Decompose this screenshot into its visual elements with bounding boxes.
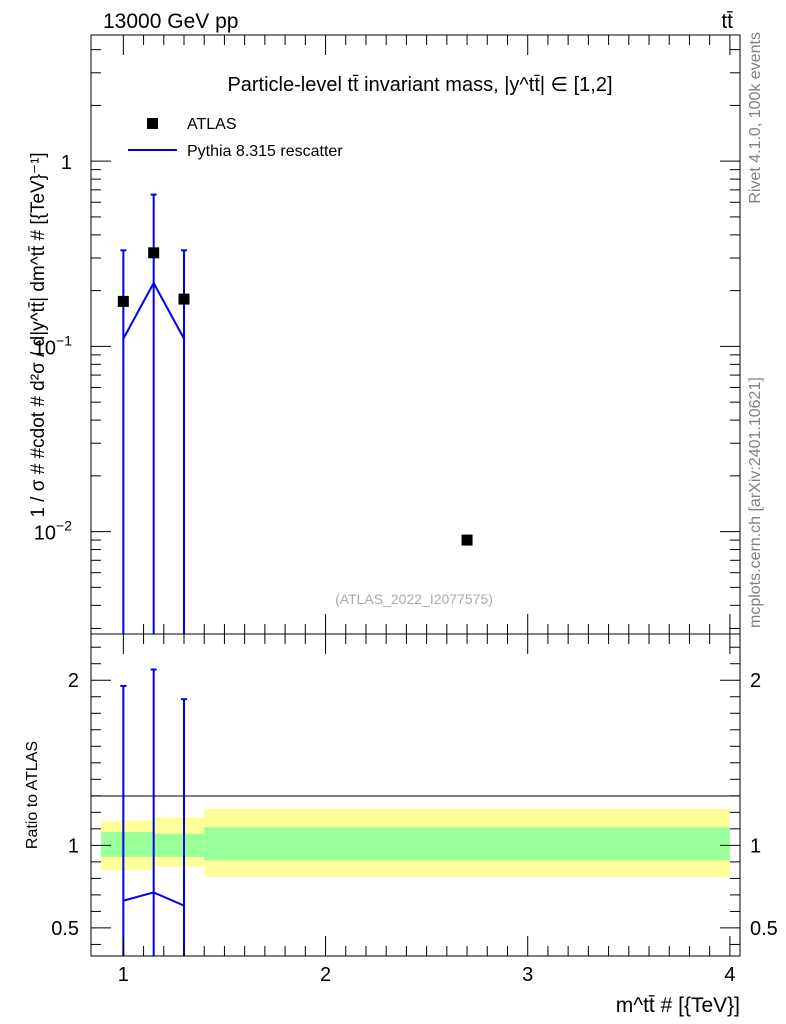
x-axis-label: m^tt̄ # [{TeV}] bbox=[616, 994, 740, 1017]
ratio-y-tick-label: 0.5 bbox=[51, 918, 79, 940]
x-tick-label: 1 bbox=[118, 964, 129, 986]
ratio-band-bin bbox=[204, 827, 730, 861]
main-y-tick-label: 10−1 bbox=[34, 332, 72, 359]
legend-atlas-label: ATLAS bbox=[187, 116, 237, 133]
main-y-tick-label: 10−2 bbox=[34, 518, 72, 545]
main-data-layer bbox=[117, 193, 473, 634]
header-energy-label: 13000 GeV pp bbox=[103, 10, 238, 33]
main-panel: Particle-level tt̄ invariant mass, |y^tt… bbox=[28, 34, 741, 635]
main-y-tick-label: 1 bbox=[61, 152, 72, 174]
ratio-y-tick-label-right: 2 bbox=[750, 670, 761, 692]
atlas-data-point bbox=[148, 247, 160, 259]
header-process-label: tt̄ bbox=[721, 10, 733, 33]
atlas-data-point bbox=[178, 293, 190, 305]
ratio-y-tick-label: 1 bbox=[68, 835, 79, 857]
ratio-uncertainty-bands bbox=[101, 809, 730, 877]
ratio-y-tick-label-right: 0.5 bbox=[750, 918, 778, 940]
legend-pythia-label: Pythia 8.315 rescatter bbox=[187, 143, 343, 160]
atlas-data-point bbox=[117, 295, 129, 307]
main-axis-ticks: 10−2 10−1 1 bbox=[34, 35, 740, 634]
ratio-data-layer bbox=[120, 668, 188, 956]
analysis-watermark: (ATLAS_2022_I2077575) bbox=[335, 591, 493, 607]
main-title: Particle-level tt̄ invariant mass, |y^tt… bbox=[227, 74, 612, 96]
x-tick-label: 2 bbox=[320, 964, 331, 986]
pythia-line bbox=[122, 280, 185, 340]
atlas-data-point bbox=[461, 534, 473, 546]
x-tick-label: 3 bbox=[522, 964, 533, 986]
ratio-y-tick-label: 2 bbox=[68, 670, 79, 692]
mcplots-source-label: mcplots.cern.ch [arXiv:2401.10621] bbox=[747, 377, 764, 628]
main-y-axis-label: 1 / σ # #cdot # d²σ / d|y^tt̄| dm^tt̄ # … bbox=[28, 152, 49, 517]
ratio-y-axis-label: Ratio to ATLAS bbox=[24, 741, 41, 849]
ratio-frame bbox=[90, 633, 741, 957]
x-tick-label: 4 bbox=[724, 964, 735, 986]
ratio-band-bin bbox=[153, 833, 205, 857]
ratio-axis-ticks: 1 2 3 4 0.5 0.5 1 1 2 2 bbox=[51, 634, 778, 986]
ratio-pythia-line bbox=[123, 891, 185, 907]
rivet-version-label: Rivet 4.1.0, 100k events bbox=[747, 32, 764, 204]
ratio-band-bin bbox=[101, 832, 154, 857]
legend-atlas-marker bbox=[147, 118, 158, 129]
ratio-y-tick-label-right: 1 bbox=[750, 835, 761, 857]
ratio-panel: 1 2 3 4 0.5 0.5 1 1 2 2 Ratio to ATLAS m^tt̄ # [{… bbox=[24, 633, 778, 1017]
